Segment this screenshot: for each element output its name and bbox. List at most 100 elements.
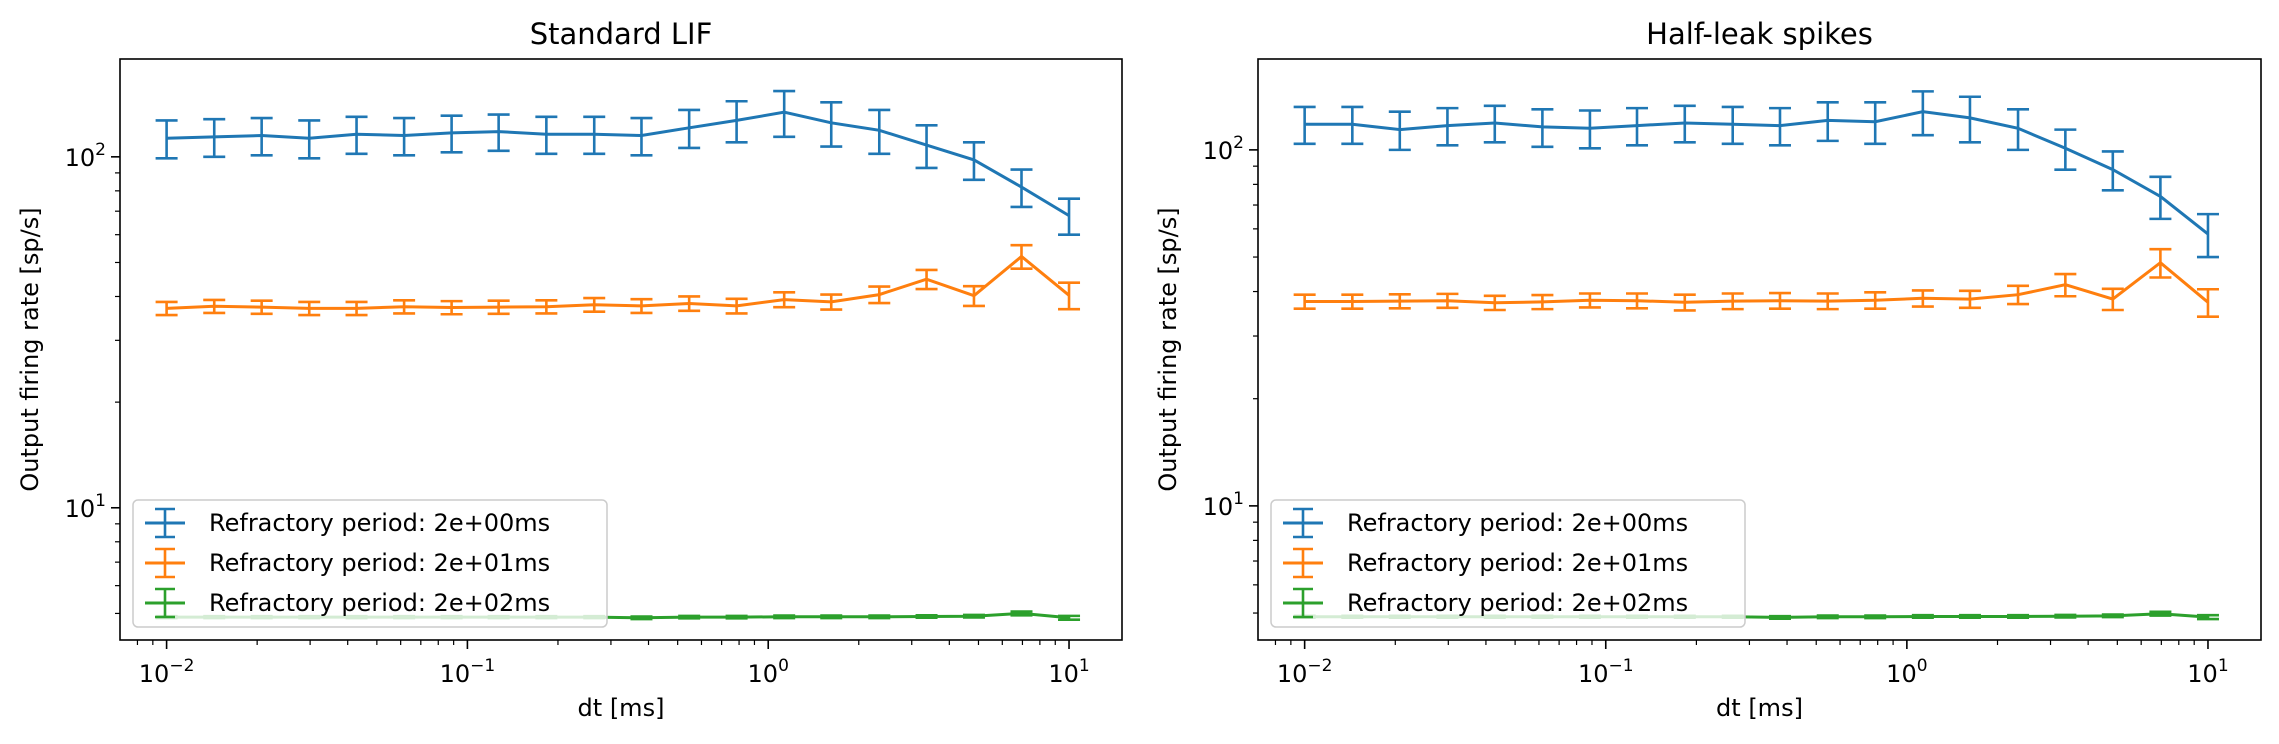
error-bar	[773, 614, 796, 620]
error-bar	[1626, 106, 1649, 147]
error-bar	[345, 115, 368, 156]
error-bar	[2007, 613, 2030, 620]
legend-box	[132, 499, 608, 628]
tick-exponent: 2	[1233, 133, 1244, 153]
tick-exponent: 1	[95, 491, 106, 511]
error-bar	[487, 113, 510, 153]
error-bar	[1958, 95, 1981, 144]
legend-item: Refractory period: 2e+00ms	[1283, 507, 1688, 539]
legend-item: Refractory period: 2e+02ms	[1283, 587, 1688, 619]
error-bar	[203, 117, 226, 159]
error-bar	[1816, 614, 1839, 620]
error-bar	[820, 101, 843, 148]
series-2	[155, 243, 1081, 317]
error-bar	[250, 116, 273, 157]
error-bar	[1673, 104, 1696, 144]
legend: Refractory period: 2e+00ms Refractory per…	[1270, 499, 1746, 628]
x-tick-label: 10−1	[1578, 656, 1634, 688]
error-bar	[820, 614, 843, 620]
error-bar	[2101, 613, 2124, 619]
tick-exponent: 1	[2218, 656, 2229, 676]
error-bar	[1578, 292, 1601, 309]
error-bar	[678, 295, 701, 313]
error-bar	[2149, 610, 2172, 617]
legend-label: Refractory period: 2e+01ms	[1347, 549, 1688, 577]
error-bar	[1483, 294, 1506, 312]
error-bar	[1483, 104, 1506, 144]
error-bar	[1864, 101, 1887, 146]
tick-exponent: −1	[1608, 656, 1633, 676]
error-bar	[155, 300, 178, 317]
axes-frame	[119, 58, 1123, 641]
error-bar	[1864, 614, 1887, 620]
error-bar	[203, 298, 226, 315]
x-axis-label: dt [ms]	[1716, 694, 1803, 722]
tick-exponent: 0	[1917, 656, 1928, 676]
error-bar	[630, 615, 653, 621]
error-bar	[155, 119, 178, 160]
legend-label: Refractory period: 2e+02ms	[209, 589, 550, 617]
x-tick-label: 10−2	[139, 656, 195, 688]
legend: Refractory period: 2e+00ms Refractory per…	[132, 499, 608, 628]
error-bar	[2007, 284, 2030, 306]
error-bar	[2054, 613, 2077, 619]
chart-title: Standard LIF	[530, 17, 713, 51]
error-bar	[1058, 197, 1081, 236]
error-bar	[440, 114, 463, 154]
error-bar	[1058, 614, 1081, 621]
series-1	[155, 89, 1081, 236]
tick-base: 10	[1578, 660, 1609, 688]
x-tick-label: 100	[748, 656, 789, 688]
y-tick-label: 102	[65, 140, 106, 172]
tick-base: 10	[1886, 660, 1917, 688]
error-bar	[583, 115, 606, 156]
tick-exponent: 0	[778, 656, 789, 676]
error-bar	[440, 299, 463, 316]
x-tick-label: 100	[1886, 656, 1927, 688]
error-bar	[1864, 291, 1887, 310]
error-bar	[1531, 108, 1554, 149]
error-bar	[1293, 293, 1316, 310]
error-bar	[1293, 105, 1316, 146]
error-bar	[773, 291, 796, 309]
legend-label: Refractory period: 2e+01ms	[209, 549, 550, 577]
y-axis-label: Output firing rate [sp/s]	[1154, 207, 1182, 491]
error-bar	[1911, 90, 1934, 137]
tick-exponent: −2	[169, 656, 194, 676]
error-bar	[1768, 614, 1791, 621]
error-bar	[2196, 212, 2219, 259]
tick-base: 10	[748, 660, 779, 688]
tick-exponent: 1	[1233, 489, 1244, 509]
error-bar	[1911, 613, 1934, 620]
legend-item: Refractory period: 2e+02ms	[145, 587, 550, 619]
error-bar	[1768, 106, 1791, 147]
chart-title: Half-leak spikes	[1646, 17, 1873, 51]
error-bar	[962, 284, 985, 308]
error-bar	[1721, 105, 1744, 146]
legend-label: Refractory period: 2e+02ms	[1347, 589, 1688, 617]
legend-box	[1270, 499, 1746, 628]
series-line	[1304, 260, 2209, 305]
error-bar	[962, 613, 985, 619]
error-bar	[2149, 247, 2172, 279]
error-bar	[535, 115, 558, 156]
tick-base: 10	[2187, 660, 2218, 688]
tick-base: 10	[440, 660, 471, 688]
x-tick-label: 10−1	[440, 656, 496, 688]
x-tick-label: 10−2	[1277, 656, 1333, 688]
tick-base: 10	[1203, 493, 1234, 521]
error-bar	[1341, 105, 1364, 146]
legend-label: Refractory period: 2e+00ms	[209, 509, 550, 537]
tick-exponent: 2	[95, 140, 106, 160]
error-bar	[250, 299, 273, 316]
error-bar	[1010, 243, 1033, 270]
tick-exponent: 1	[1079, 656, 1090, 676]
error-bar	[915, 613, 938, 620]
error-bar	[2101, 150, 2124, 192]
error-bar	[1010, 610, 1033, 617]
error-bar	[1388, 292, 1411, 310]
error-bar	[1721, 292, 1744, 311]
error-bar	[1436, 292, 1459, 310]
